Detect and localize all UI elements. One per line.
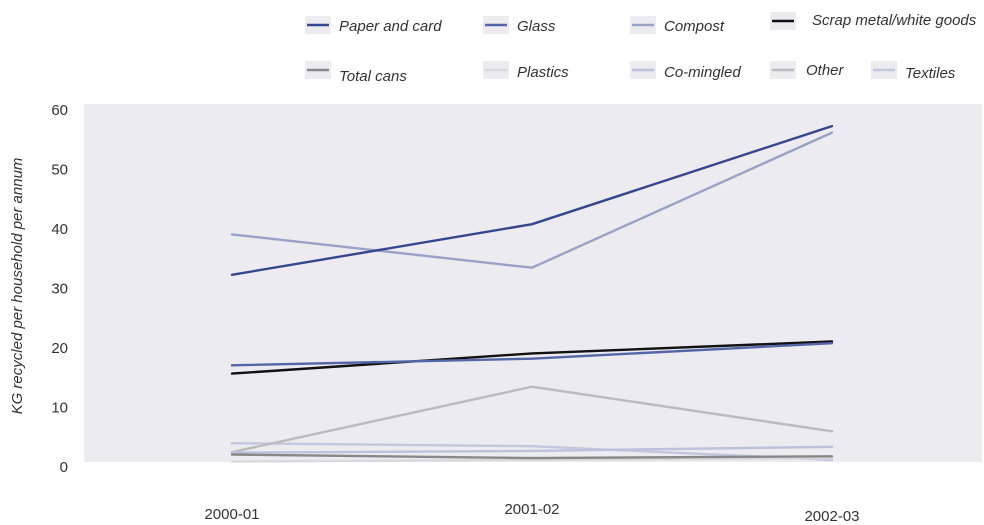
legend-item-compost: Compost <box>630 16 725 35</box>
series-line-textiles <box>230 442 834 462</box>
series-line-plastics <box>230 456 834 463</box>
series-line-scrap-metal-white-goods <box>230 340 834 375</box>
legend-label: Total cans <box>339 68 407 85</box>
legend-item-textiles: Textiles <box>871 61 956 82</box>
legend-label: Glass <box>517 18 556 35</box>
y-tick-label: 20 <box>51 340 68 357</box>
legend-label: Paper and card <box>339 18 442 35</box>
legend-item-total-cans: Total cans <box>305 61 407 85</box>
series-line-glass <box>230 342 834 367</box>
legend-label: Other <box>806 62 845 79</box>
legend: Paper and card Glass Compost Scrap metal/wh… <box>305 12 977 85</box>
plot-background <box>84 104 982 462</box>
y-axis-label: KG recycled per household per annum <box>9 158 26 415</box>
series-lines <box>230 124 834 463</box>
legend-item-co-mingled: Co-mingled <box>630 61 741 81</box>
legend-label: Plastics <box>517 64 569 81</box>
y-tick-label: 60 <box>51 102 68 119</box>
series-line-co-mingled <box>230 445 834 454</box>
legend-item-scrap-metal-white-goods: Scrap metal/white goods <box>770 12 977 30</box>
legend-label: Textiles <box>905 65 956 82</box>
y-axis: 0 10 20 30 40 50 60 <box>51 102 68 476</box>
x-tick-label: 2000-01 <box>204 506 259 523</box>
legend-item-other: Other <box>770 61 845 79</box>
legend-item-glass: Glass <box>483 16 556 35</box>
y-tick-label: 30 <box>51 281 68 298</box>
legend-item-paper-and-card: Paper and card <box>305 16 442 35</box>
legend-label: Scrap metal/white goods <box>812 12 977 29</box>
y-tick-label: 40 <box>51 221 68 238</box>
y-tick-label: 10 <box>51 400 68 417</box>
legend-item-plastics: Plastics <box>483 61 569 81</box>
y-tick-label: 50 <box>51 162 68 179</box>
x-tick-label: 2002-03 <box>804 508 859 525</box>
legend-label: Compost <box>664 18 725 35</box>
series-line-paper-and-card <box>230 124 834 276</box>
y-tick-label: 0 <box>60 459 68 476</box>
x-axis: 2000-01 2001-02 2002-03 <box>204 501 859 525</box>
series-line-total-cans <box>230 453 834 460</box>
legend-label: Co-mingled <box>664 64 741 81</box>
x-tick-label: 2001-02 <box>504 501 559 518</box>
series-line-compost <box>230 131 834 269</box>
series-line-other <box>230 385 834 454</box>
